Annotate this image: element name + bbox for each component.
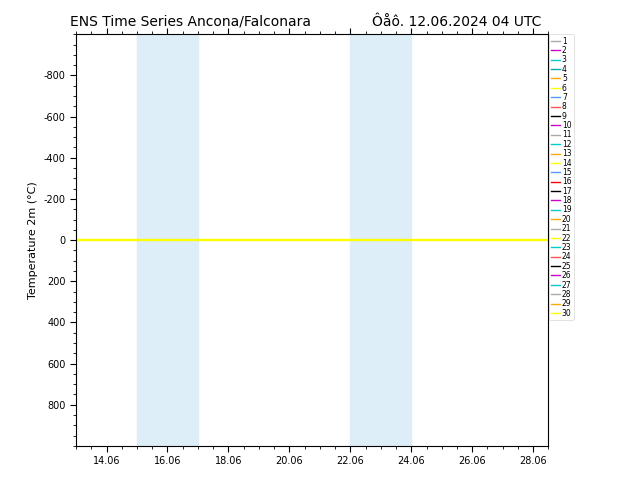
Bar bbox=[366, 34, 411, 446]
Bar bbox=[351, 34, 366, 446]
Text: Ôåô. 12.06.2024 04 UTC: Ôåô. 12.06.2024 04 UTC bbox=[372, 15, 541, 29]
Bar bbox=[152, 34, 198, 446]
Text: ENS Time Series Ancona/Falconara: ENS Time Series Ancona/Falconara bbox=[70, 15, 311, 29]
Bar bbox=[137, 34, 152, 446]
Legend: 1, 2, 3, 4, 5, 6, 7, 8, 9, 10, 11, 12, 13, 14, 15, 16, 17, 18, 19, 20, 21, 22, 2: 1, 2, 3, 4, 5, 6, 7, 8, 9, 10, 11, 12, 1… bbox=[549, 34, 574, 320]
Y-axis label: Temperature 2m (°C): Temperature 2m (°C) bbox=[28, 181, 38, 299]
